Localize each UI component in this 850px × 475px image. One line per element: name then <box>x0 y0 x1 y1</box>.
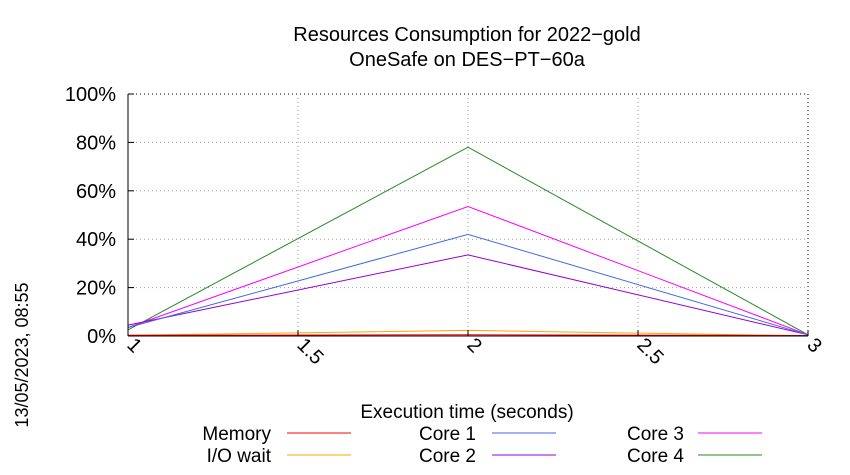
y-tick-label: 40% <box>76 229 116 251</box>
y-tick-label: 20% <box>76 278 116 300</box>
y-tick-label: 60% <box>76 181 116 203</box>
x-tick-label: 2 <box>462 334 485 357</box>
legend-label-i-o-wait: I/O wait <box>207 446 272 467</box>
x-tick-label: 1.5 <box>292 334 327 369</box>
series-line-core-4 <box>127 146 809 336</box>
series-line-core-3 <box>127 205 809 336</box>
timestamp: 13/05/2023, 08:55 <box>12 282 32 427</box>
legend-label-memory: Memory <box>202 424 271 445</box>
x-tick-label: 1 <box>122 334 145 357</box>
x-tick-label: 2.5 <box>632 334 667 369</box>
chart-title-line-2: OneSafe on DES−PT−60a <box>349 49 586 71</box>
legend-label-core-2: Core 2 <box>419 446 476 467</box>
y-axis-ticks: 0% 20% 40% 60% 80% 100% <box>65 84 134 348</box>
y-tick-label: 0% <box>87 326 116 348</box>
chart-title-line-1: Resources Consumption for 2022−gold <box>293 24 640 46</box>
legend-label-core-4: Core 4 <box>627 446 684 467</box>
x-axis-label: Execution time (seconds) <box>360 402 573 423</box>
legend-label-core-1: Core 1 <box>419 424 476 445</box>
series-line-core-2 <box>127 254 809 336</box>
x-tick-label: 3 <box>802 334 825 357</box>
series-line-core-1 <box>127 233 809 336</box>
legend-label-core-3: Core 3 <box>627 424 684 445</box>
y-tick-label: 100% <box>65 84 116 106</box>
y-tick-label: 80% <box>76 132 116 154</box>
